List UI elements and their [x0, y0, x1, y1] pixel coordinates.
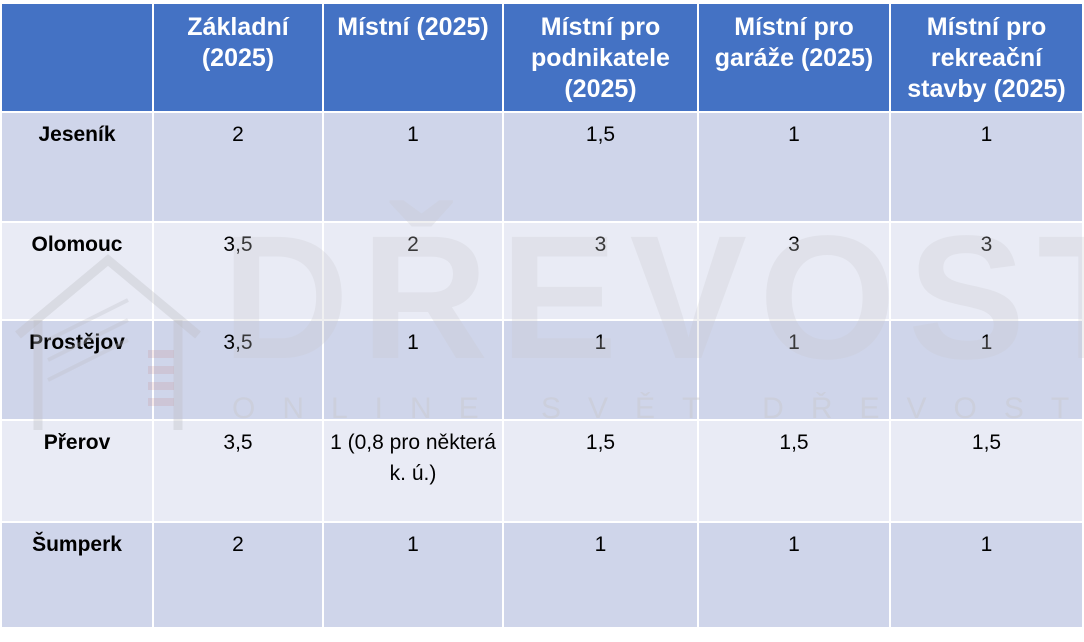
table-row: Jeseník 2 1 1,5 1 1 — [0, 111, 1084, 223]
table-cell: 1 — [322, 319, 504, 421]
table-cell: 2 — [152, 521, 324, 629]
table-cell: 1 — [697, 521, 891, 629]
row-label: Prostějov — [0, 319, 154, 421]
table-cell: 3,5 — [152, 319, 324, 421]
table-cell: 1 — [697, 319, 891, 421]
table-row: Olomouc 3,5 2 3 3 3 — [0, 221, 1084, 321]
table-cell: 1,5 — [697, 419, 891, 523]
header-cell-zakladni: Základní (2025) — [152, 2, 324, 113]
table-cell: 1,5 — [889, 419, 1084, 523]
row-label: Šumperk — [0, 521, 154, 629]
table-row: Šumperk 2 1 1 1 1 — [0, 521, 1084, 629]
table-cell: 1,5 — [502, 111, 699, 223]
header-cell-mistni-rekreacni: Místní pro rekreační stavby (2025) — [889, 2, 1084, 113]
table-cell: 2 — [322, 221, 504, 321]
table-cell: 1,5 — [502, 419, 699, 523]
row-label: Olomouc — [0, 221, 154, 321]
table-cell: 1 — [889, 111, 1084, 223]
table-cell: 1 — [502, 521, 699, 629]
table-cell: 3 — [697, 221, 891, 321]
header-cell-mistni: Místní (2025) — [322, 2, 504, 113]
table-cell: 1 — [322, 111, 504, 223]
table-row: Prostějov 3,5 1 1 1 1 — [0, 319, 1084, 421]
table-cell: 3 — [889, 221, 1084, 321]
table-cell: 3 — [502, 221, 699, 321]
row-label: Jeseník — [0, 111, 154, 223]
coefficient-table: Základní (2025) Místní (2025) Místní pro… — [0, 2, 1084, 629]
header-row: Základní (2025) Místní (2025) Místní pro… — [0, 2, 1084, 113]
table-cell: 1 (0,8 pro některá k. ú.) — [322, 419, 504, 523]
row-label: Přerov — [0, 419, 154, 523]
table-cell: 1 — [502, 319, 699, 421]
table-cell: 3,5 — [152, 419, 324, 523]
table-cell: 2 — [152, 111, 324, 223]
table-cell: 3,5 — [152, 221, 324, 321]
table-cell: 1 — [889, 521, 1084, 629]
table-cell: 1 — [322, 521, 504, 629]
header-cell-mistni-podnikatele: Místní pro podnikatele (2025) — [502, 2, 699, 113]
header-cell-corner — [0, 2, 154, 113]
table-cell: 1 — [889, 319, 1084, 421]
header-cell-mistni-garaze: Místní pro garáže (2025) — [697, 2, 891, 113]
table-cell: 1 — [697, 111, 891, 223]
table-row: Přerov 3,5 1 (0,8 pro některá k. ú.) 1,5… — [0, 419, 1084, 523]
